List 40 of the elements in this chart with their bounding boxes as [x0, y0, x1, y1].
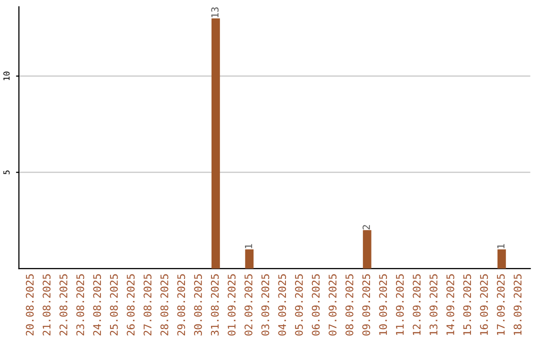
bar [245, 249, 254, 269]
x-tick-label: 03.09.2025 [261, 274, 270, 336]
x-tick-label: 26.08.2025 [126, 274, 135, 336]
x-tick-label: 22.08.2025 [59, 274, 68, 336]
x-tick-label: 02.09.2025 [244, 274, 252, 336]
x-tick-label: 25.08.2025 [110, 274, 118, 336]
data-label: 13 [211, 7, 219, 18]
x-tick-label: 29.08.2025 [177, 274, 186, 336]
x-tick-label: 28.08.2025 [160, 274, 168, 336]
x-tick-label: 17.09.2025 [496, 274, 505, 335]
x-tick-label: 18.09.2025 [514, 274, 522, 335]
x-tick-label: 07.09.2025 [328, 274, 337, 336]
bar [497, 249, 506, 269]
x-tick-label: 01.09.2025 [228, 274, 236, 336]
x-tick-label: 23.08.2025 [76, 274, 84, 336]
bar [362, 230, 372, 269]
bar [212, 18, 220, 269]
x-tick-label: 30.08.2025 [194, 274, 202, 336]
x-tick-label: 05.09.2025 [294, 274, 303, 336]
x-tick-label: 15.09.2025 [463, 274, 472, 335]
x-tick-label: 10.09.2025 [379, 274, 387, 335]
x-tick-label: 20.08.2025 [26, 274, 34, 336]
x-tick-label: 16.09.2025 [480, 274, 488, 335]
x-tick-label: 27.08.2025 [144, 274, 152, 336]
x-tick-label: 06.09.2025 [312, 274, 320, 336]
x-tick-label: 31.08.2025 [210, 274, 219, 336]
x-tick-label: 11.09.2025 [396, 274, 404, 335]
x-tick-label: 21.08.2025 [42, 274, 51, 336]
x-tick-label: 24.08.2025 [93, 274, 102, 336]
x-tick-label: 04.09.2025 [278, 274, 286, 336]
data-label: 1 [497, 244, 504, 248]
x-tick-label: 12.09.2025 [412, 274, 421, 335]
x-tick-label: 14.09.2025 [446, 274, 454, 335]
y-tick-label: 10 [3, 72, 10, 80]
x-tick-label: 13.09.2025 [430, 274, 438, 335]
y-tick-label: 5 [3, 170, 10, 174]
x-tick-label: 08.09.2025 [345, 274, 354, 336]
data-label: 2 [362, 225, 370, 230]
x-tick-label: 09.09.2025 [362, 274, 370, 336]
data-label: 1 [244, 244, 252, 248]
